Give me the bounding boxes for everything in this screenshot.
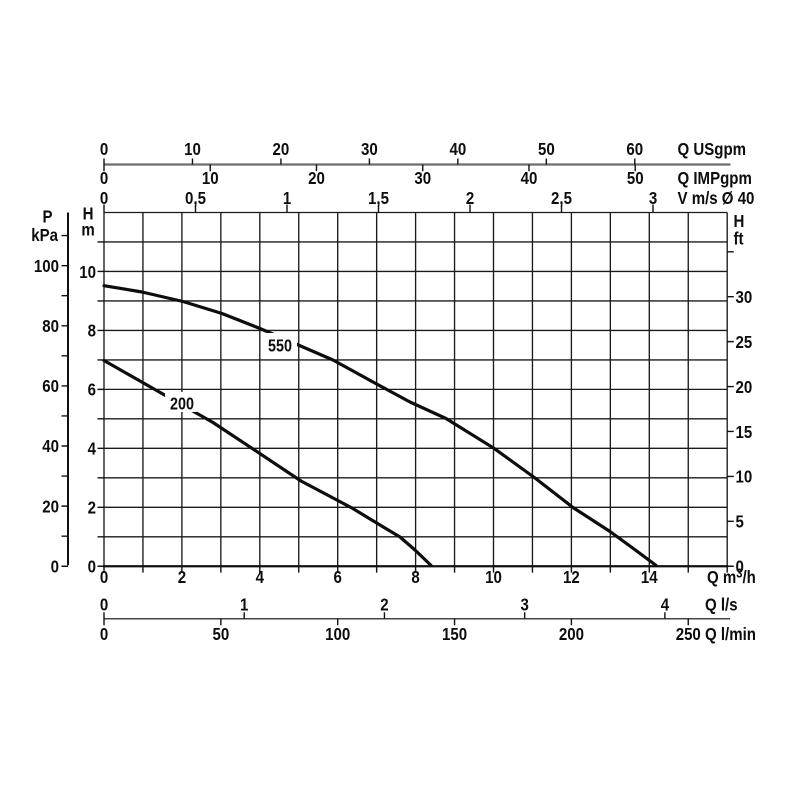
- svg-text:10: 10: [184, 140, 201, 159]
- svg-text:8: 8: [411, 568, 419, 587]
- svg-text:200: 200: [559, 625, 584, 644]
- svg-text:50: 50: [538, 140, 555, 159]
- svg-text:0: 0: [736, 558, 744, 577]
- svg-text:20: 20: [273, 140, 290, 159]
- svg-text:0: 0: [88, 558, 96, 577]
- svg-text:50: 50: [212, 625, 229, 644]
- svg-text:60: 60: [42, 377, 59, 396]
- svg-text:0: 0: [100, 189, 108, 208]
- svg-text:0: 0: [100, 568, 108, 587]
- svg-text:12: 12: [563, 568, 580, 587]
- svg-text:kPa: kPa: [31, 226, 59, 245]
- svg-text:1: 1: [240, 595, 248, 614]
- svg-text:25: 25: [736, 333, 753, 352]
- svg-text:20: 20: [736, 378, 753, 397]
- svg-text:0: 0: [100, 595, 108, 614]
- svg-text:8: 8: [88, 322, 96, 341]
- svg-text:10: 10: [736, 468, 753, 487]
- svg-text:100: 100: [34, 257, 59, 276]
- svg-text:250: 250: [676, 625, 701, 644]
- svg-text:30: 30: [361, 140, 378, 159]
- svg-text:ft: ft: [734, 229, 745, 248]
- svg-text:40: 40: [521, 169, 538, 188]
- svg-text:6: 6: [334, 568, 342, 587]
- svg-text:6: 6: [88, 381, 96, 400]
- svg-text:Q m3/h: Q m3/h: [707, 566, 756, 588]
- svg-text:3: 3: [649, 189, 657, 208]
- svg-text:2: 2: [466, 189, 474, 208]
- svg-text:V m/s Ø 40: V m/s Ø 40: [678, 189, 755, 208]
- svg-text:Q l/s: Q l/s: [705, 595, 738, 614]
- svg-text:20: 20: [42, 497, 59, 516]
- svg-text:2: 2: [88, 499, 96, 518]
- svg-text:50: 50: [627, 169, 644, 188]
- svg-text:H: H: [734, 212, 745, 231]
- svg-text:Q IMPgpm: Q IMPgpm: [678, 169, 752, 188]
- svg-text:5: 5: [736, 513, 744, 532]
- svg-text:0: 0: [100, 625, 108, 644]
- svg-text:H: H: [83, 204, 94, 223]
- svg-text:3: 3: [520, 595, 528, 614]
- svg-text:0: 0: [100, 169, 108, 188]
- svg-text:30: 30: [414, 169, 431, 188]
- svg-text:0: 0: [100, 140, 108, 159]
- svg-text:80: 80: [42, 317, 59, 336]
- svg-text:Q l/min: Q l/min: [705, 625, 756, 644]
- svg-text:10: 10: [79, 263, 96, 282]
- svg-text:40: 40: [42, 437, 59, 456]
- svg-text:550: 550: [268, 337, 292, 356]
- svg-text:0,5: 0,5: [185, 189, 206, 208]
- svg-text:10: 10: [485, 568, 502, 587]
- svg-text:2,5: 2,5: [551, 189, 572, 208]
- svg-text:4: 4: [661, 595, 669, 614]
- svg-text:20: 20: [308, 169, 325, 188]
- svg-text:100: 100: [325, 625, 350, 644]
- svg-text:Q USgpm: Q USgpm: [678, 140, 747, 159]
- svg-text:30: 30: [736, 288, 753, 307]
- svg-text:10: 10: [202, 169, 219, 188]
- svg-text:1,5: 1,5: [368, 189, 389, 208]
- svg-text:14: 14: [641, 568, 658, 587]
- svg-text:2: 2: [380, 595, 388, 614]
- svg-text:200: 200: [170, 395, 194, 414]
- svg-text:60: 60: [626, 140, 643, 159]
- svg-text:0: 0: [51, 557, 59, 576]
- svg-text:4: 4: [88, 440, 96, 459]
- svg-text:P: P: [42, 207, 52, 226]
- svg-text:40: 40: [449, 140, 466, 159]
- svg-text:1: 1: [283, 189, 291, 208]
- svg-text:15: 15: [736, 423, 753, 442]
- svg-text:4: 4: [256, 568, 264, 587]
- svg-text:m: m: [81, 220, 94, 239]
- svg-text:2: 2: [178, 568, 186, 587]
- svg-text:150: 150: [442, 625, 467, 644]
